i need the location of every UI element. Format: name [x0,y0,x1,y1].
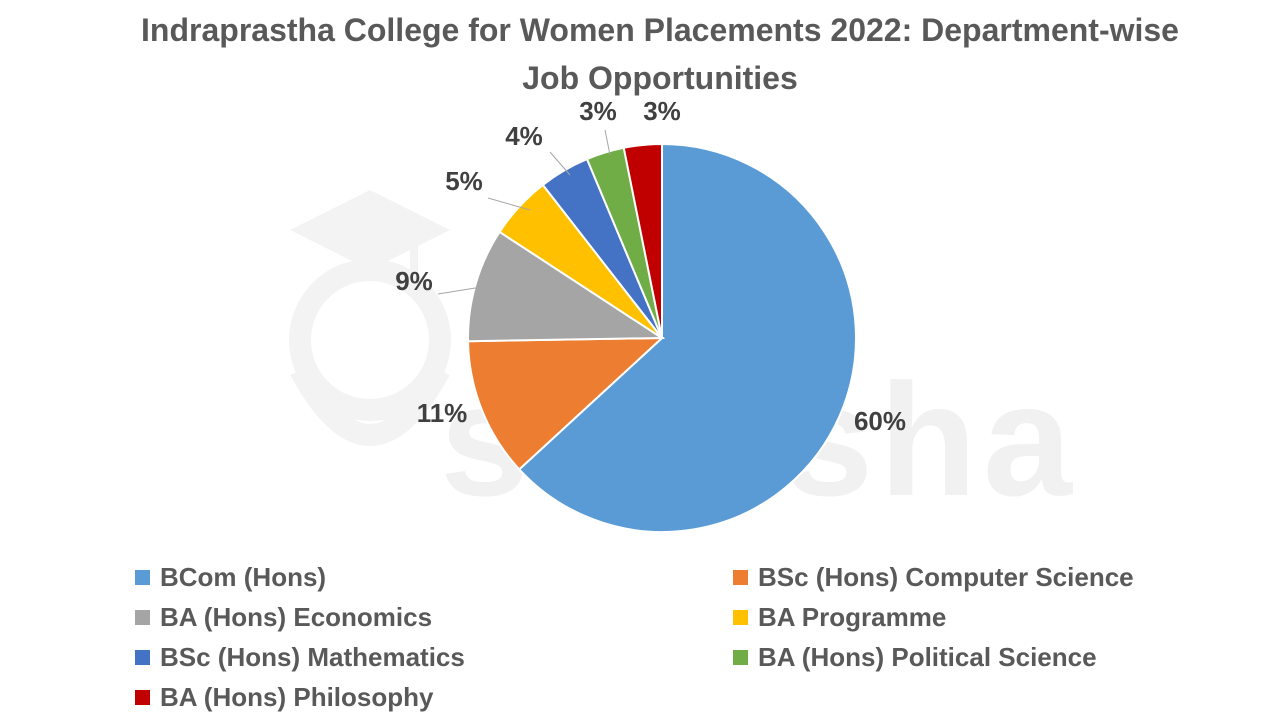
legend-swatch [733,610,748,625]
leader-line [549,151,571,176]
data-label: 5% [445,166,483,196]
legend-swatch [733,570,748,585]
legend-item: BCom (Hons) [135,562,326,593]
data-label: 60% [854,406,906,436]
leader-line [487,197,531,211]
legend-item: BA (Hons) Economics [135,602,432,633]
legend-item: BSc (Hons) Computer Science [733,562,1134,593]
legend-label: BA (Hons) Political Science [758,642,1097,672]
legend-swatch [733,650,748,665]
data-label: 4% [505,121,543,151]
legend-item: BA (Hons) Philosophy [135,682,433,713]
leader-line [437,283,501,295]
legend-swatch [135,650,150,665]
data-label: 9% [395,266,433,296]
data-label: 11% [417,398,468,428]
watermark-logo-icon [289,190,451,446]
legend-label: BA (Hons) Philosophy [160,682,434,712]
chart-title: Indraprastha College for Women Placement… [141,12,1179,96]
data-label: 3% [643,96,681,126]
data-label: 3% [579,96,617,126]
legend-label: BA Programme [758,602,947,632]
legend-label: BSc (Hons) Computer Science [758,562,1134,592]
pie-slice [622,142,663,339]
pie-slice [467,230,666,343]
legend-label: BA (Hons) Economics [160,602,433,632]
pie-slice [467,336,665,471]
leader-line [604,129,611,156]
legend-item: BA Programme [733,602,946,633]
legend-swatch [135,690,150,705]
pie-chart: 60% 11% 9% 5% 4% 3% 3% [395,96,906,533]
legend-item: BA (Hons) Political Science [733,642,1097,673]
legend-label: BCom (Hons) [160,562,327,592]
legend-swatch [135,610,150,625]
legend-item: BSc (Hons) Mathematics [135,642,465,673]
legend-label: BSc (Hons) Mathematics [160,642,465,672]
pie-slice [517,142,857,533]
legend-swatch [135,570,150,585]
